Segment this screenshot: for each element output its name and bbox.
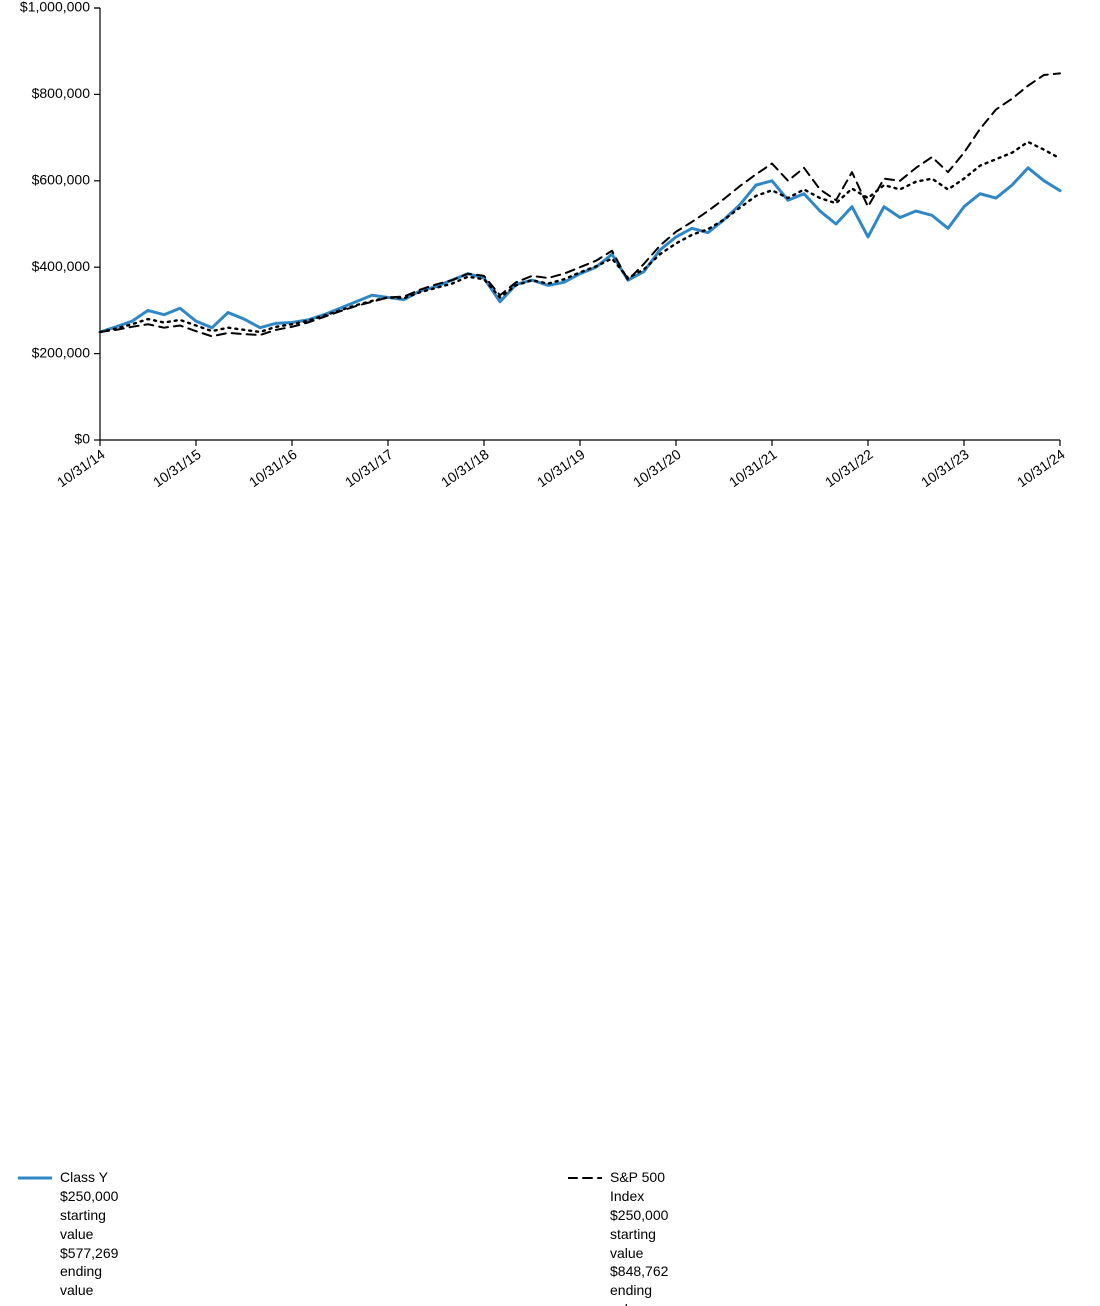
legend-starting-value: $250,000 starting value	[60, 1187, 127, 1244]
series-sp1500hc	[100, 142, 1060, 332]
growth-chart: $0 $200,000 $400,000 $600,000 $800,000 $1,000…	[0, 0, 1100, 653]
legend-title: Class Y	[60, 1168, 127, 1187]
legend-starting-value: $250,000 starting value	[610, 1206, 668, 1263]
legend-column-2: S&P 500 Index $250,000 starting value $8…	[568, 1168, 668, 1306]
legend-text-sp500: S&P 500 Index $250,000 starting value $8…	[610, 1168, 668, 1306]
y-axis-label: $200,000	[32, 344, 91, 360]
legend-item-sp500: S&P 500 Index $250,000 starting value $8…	[568, 1168, 668, 1306]
legend-column-1: Class Y $250,000 starting value $577,269…	[18, 1168, 127, 1306]
legend-item-class-y: Class Y $250,000 starting value $577,269…	[18, 1168, 127, 1300]
legend-ending-value: $577,269 ending value	[60, 1244, 127, 1301]
growth-chart-container: $0 $200,000 $400,000 $600,000 $800,000 $1,000…	[0, 0, 1100, 653]
legend-text-class-y: Class Y $250,000 starting value $577,269…	[60, 1168, 127, 1300]
x-axis-label: 10/31/17	[342, 446, 396, 490]
x-axis-label: 10/31/18	[438, 446, 492, 490]
y-axis-label: $1,000,000	[20, 0, 90, 15]
legend-title: S&P 500 Index	[610, 1168, 668, 1206]
x-axis-label: 10/31/21	[726, 446, 780, 490]
x-axis-label: 10/31/23	[918, 446, 972, 490]
x-axis-label: 10/31/19	[534, 446, 588, 490]
x-axis-label: 10/31/20	[630, 446, 684, 490]
legend-swatch-sp500	[568, 1171, 602, 1185]
series-class_y	[100, 168, 1060, 332]
x-axis-label: 10/31/14	[54, 446, 108, 490]
x-axis-label: 10/31/16	[246, 446, 300, 490]
y-axis-label: $400,000	[32, 258, 91, 274]
x-axis-label: 10/31/24	[1014, 446, 1068, 490]
y-axis-label: $600,000	[32, 172, 91, 188]
legend-swatch-class-y	[18, 1171, 52, 1185]
legend-ending-value: $848,762 ending value	[610, 1262, 668, 1306]
y-axis-label: $800,000	[32, 85, 91, 101]
x-axis-label: 10/31/22	[822, 446, 876, 490]
x-axis-label: 10/31/15	[150, 446, 204, 490]
y-axis-label: $0	[74, 431, 90, 447]
series-sp500	[100, 73, 1060, 336]
